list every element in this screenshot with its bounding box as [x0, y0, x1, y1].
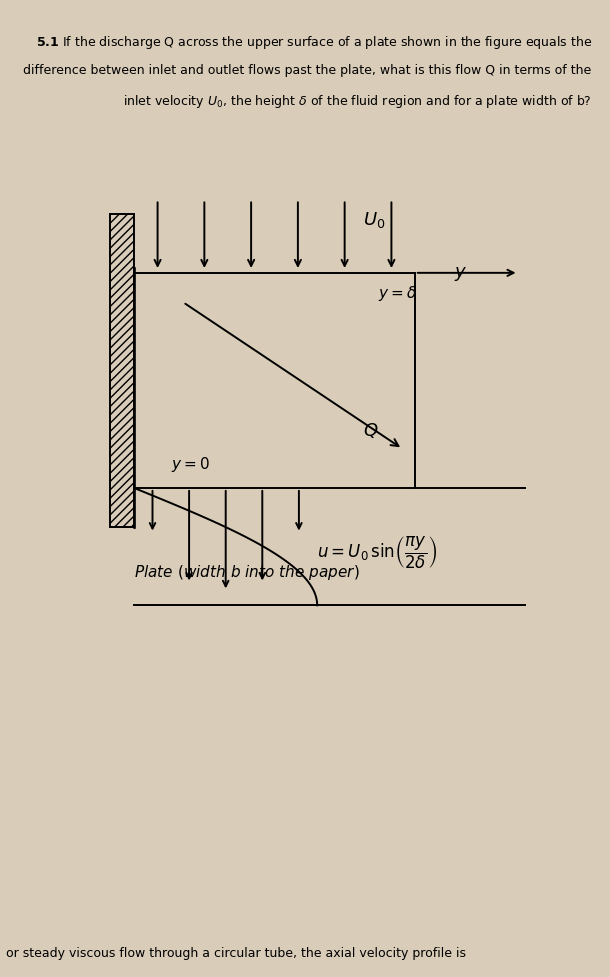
Text: $y = 0$: $y = 0$: [171, 455, 210, 474]
Text: $\it{Plate\ (width\ b\ into\ the\ paper)}$: $\it{Plate\ (width\ b\ into\ the\ paper)…: [134, 562, 360, 581]
Text: or steady viscous flow through a circular tube, the axial velocity profile is: or steady viscous flow through a circula…: [6, 947, 466, 959]
Text: difference between inlet and outlet flows past the plate, what is this flow Q in: difference between inlet and outlet flow…: [23, 64, 592, 76]
Text: $u = U_0\,\sin\!\left(\dfrac{\pi y}{2\delta}\right)$: $u = U_0\,\sin\!\left(\dfrac{\pi y}{2\de…: [317, 533, 437, 571]
Text: inlet velocity $U_0$, the height $\delta$ of the fluid region and for a plate wi: inlet velocity $U_0$, the height $\delta…: [123, 93, 592, 109]
Bar: [110, 215, 134, 528]
Text: $U_0$: $U_0$: [363, 210, 386, 230]
Text: $Q$: $Q$: [363, 420, 378, 440]
Text: $y=\delta$: $y=\delta$: [378, 283, 417, 302]
Text: $\mathbf{5.1}$ If the discharge Q across the upper surface of a plate shown in t: $\mathbf{5.1}$ If the discharge Q across…: [35, 34, 592, 51]
Text: $y$: $y$: [454, 265, 468, 282]
